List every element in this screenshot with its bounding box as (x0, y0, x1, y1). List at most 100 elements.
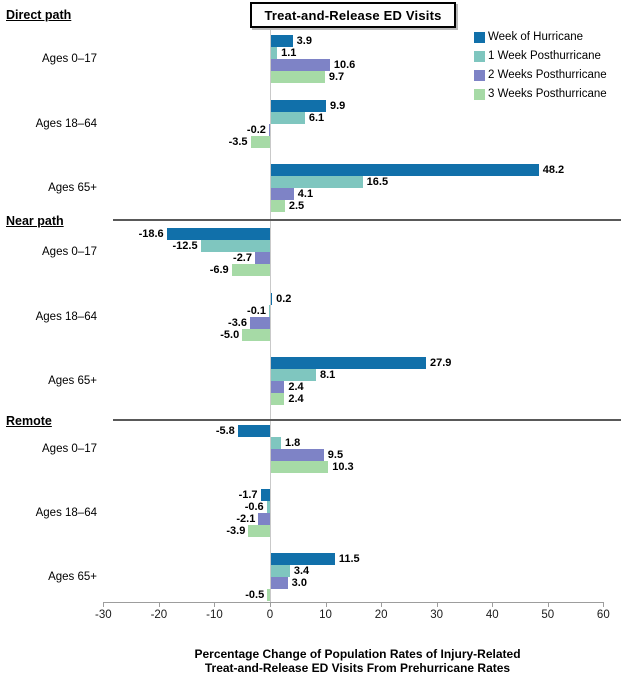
bar-value-label: -3.6 (228, 317, 247, 329)
bar-series-0 (271, 164, 539, 176)
section-divider-1 (113, 219, 621, 221)
bar-value-label: 3.9 (296, 35, 312, 47)
x-axis-tick (270, 603, 271, 607)
bar-series-1 (271, 47, 278, 59)
bar-value-label: -0.1 (247, 305, 266, 317)
chart-title: Treat-and-Release ED Visits (250, 2, 456, 28)
bar-value-label: -0.5 (245, 589, 265, 601)
x-axis-tick-label: -30 (95, 609, 112, 621)
bar-value-label: 11.5 (338, 553, 360, 565)
group-label: Ages 65+ (48, 182, 97, 194)
bar-value-label: 1.8 (285, 437, 301, 449)
bar-value-label: 9.5 (327, 449, 344, 461)
legend-swatch-icon (474, 50, 485, 62)
bar-series-3 (248, 525, 270, 537)
bar-series-3 (267, 589, 270, 601)
legend-item: 1 Week Posthurricane (474, 50, 607, 62)
bar-value-label: -18.6 (138, 228, 164, 240)
x-axis-tick-label: -10 (206, 609, 223, 621)
bar-value-label: 2.4 (288, 381, 304, 393)
bar-value-label: 16.5 (366, 176, 389, 188)
bar-series-1 (271, 369, 316, 381)
legend-label: Week of Hurricane (488, 31, 584, 43)
bar-series-2 (271, 449, 324, 461)
bar-series-3 (271, 393, 285, 405)
section-header-0: Direct path (6, 8, 72, 22)
section-divider-2 (113, 419, 621, 421)
bar-series-1 (269, 305, 270, 317)
bar-series-0 (237, 425, 270, 437)
x-axis-title-line2: Treat-and-Release ED Visits From Prehurr… (204, 661, 511, 675)
bar-series-3 (271, 71, 325, 83)
legend-item: 2 Weeks Posthurricane (474, 69, 607, 81)
bar-series-0 (271, 553, 335, 565)
x-axis-tick-label: 50 (541, 609, 555, 621)
bar-series-2 (271, 577, 288, 589)
bar-series-0 (271, 357, 426, 369)
x-axis-tick-label: 30 (430, 609, 444, 621)
legend-label: 2 Weeks Posthurricane (488, 69, 607, 81)
bar-series-0 (271, 293, 273, 305)
bar-value-label: 48.2 (542, 164, 565, 176)
bar-value-label: -0.2 (246, 124, 266, 136)
x-axis-tick (547, 603, 549, 607)
bar-series-2 (268, 124, 270, 136)
group-label: Ages 18–64 (35, 311, 97, 323)
x-axis-tick (436, 603, 438, 607)
x-axis-tick-label: 60 (596, 609, 610, 621)
x-axis-tick (214, 603, 216, 607)
bar-value-label: 4.1 (297, 188, 314, 200)
bar-series-0 (271, 100, 326, 112)
bar-series-2 (250, 317, 270, 329)
bar-series-2 (271, 59, 330, 71)
group-label: Ages 18–64 (35, 507, 97, 519)
bar-series-3 (242, 329, 270, 341)
group-label: Ages 65+ (48, 571, 97, 583)
bar-series-1 (200, 240, 270, 252)
bar-value-label: 6.1 (308, 112, 325, 124)
bar-series-1 (271, 176, 363, 188)
bar-value-label: -6.9 (209, 264, 229, 276)
bar-value-label: -5.0 (220, 329, 240, 341)
bar-value-label: -0.6 (244, 501, 264, 513)
legend-swatch-icon (474, 69, 485, 81)
group-label: Ages 0–17 (42, 53, 97, 65)
bar-value-label: 3.4 (293, 565, 310, 577)
x-axis-tick (103, 603, 105, 607)
bar-series-1 (271, 565, 290, 577)
group-label: Ages 0–17 (42, 443, 97, 455)
bar-series-2 (271, 188, 294, 200)
bar-value-label: 1.1 (281, 47, 297, 59)
bar-value-label: -1.7 (238, 489, 258, 501)
group-label: Ages 0–17 (42, 246, 97, 258)
x-axis-title: Percentage Change of Population Rates of… (100, 647, 615, 675)
x-axis-line (103, 602, 605, 603)
bar-value-label: 0.2 (276, 293, 292, 305)
bar-value-label: 9.7 (328, 71, 345, 83)
group-label: Ages 18–64 (35, 118, 97, 130)
bar-value-label: -2.7 (233, 252, 252, 264)
bar-series-0 (166, 228, 270, 240)
bar-value-label: -2.1 (236, 513, 256, 525)
bar-value-label: -3.9 (226, 525, 246, 537)
bar-value-label: 10.3 (332, 461, 354, 473)
bar-value-label: 27.9 (430, 357, 452, 369)
bar-value-label: 3.0 (291, 577, 307, 589)
x-axis-tick-label: 40 (485, 609, 499, 621)
bar-series-3 (231, 264, 270, 276)
x-axis-tick (492, 603, 494, 607)
bar-value-label: 9.9 (330, 100, 346, 112)
bar-value-label: -3.5 (228, 136, 248, 148)
section-header-1: Near path (6, 214, 64, 228)
bar-series-2 (271, 381, 285, 393)
bar-series-1 (266, 501, 270, 513)
bar-series-2 (258, 513, 270, 525)
x-axis-tick (158, 603, 160, 607)
legend-item: 3 Weeks Posthurricane (474, 88, 607, 100)
x-axis-tick (381, 603, 383, 607)
x-axis-tick-label: 0 (266, 609, 274, 621)
legend-item: Week of Hurricane (474, 31, 607, 43)
legend: Week of Hurricane 1 Week Posthurricane 2 W… (474, 31, 607, 107)
bar-value-label: 2.4 (288, 393, 304, 405)
